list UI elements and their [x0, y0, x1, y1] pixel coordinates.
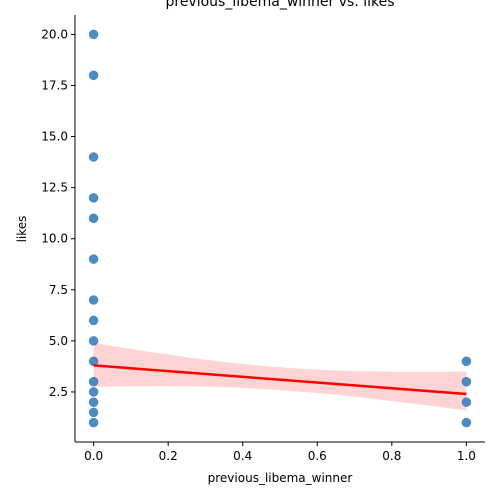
chart-title: previous_libema_winner vs. likes — [165, 0, 394, 10]
data-point — [461, 397, 472, 407]
data-point — [88, 356, 99, 367]
data-point — [88, 376, 99, 387]
data-point — [88, 295, 99, 305]
data-points-layer — [88, 29, 472, 428]
data-point — [88, 315, 99, 326]
data-point — [461, 417, 472, 428]
confidence-band — [93, 342, 467, 411]
data-point — [88, 29, 99, 40]
data-point — [88, 213, 99, 224]
data-point — [88, 387, 99, 397]
regression-line — [93, 364, 467, 396]
data-point — [88, 193, 99, 203]
y-tick-label: 7.5 — [49, 283, 68, 297]
y-tick-label: 15.0 — [41, 130, 68, 144]
ticks-layer: 0.0 0.2 0.4 0.6 0.8 1.0 2.5 5.0 7.5 10.0 12.5 15.0 1… — [41, 27, 476, 463]
data-point — [88, 70, 99, 81]
x-tick-label: 0.4 — [233, 449, 252, 463]
data-point — [461, 356, 472, 367]
x-tick-label: 0.0 — [84, 449, 103, 463]
y-axis-label: likes — [15, 216, 29, 243]
y-tick-label: 2.5 — [49, 385, 68, 399]
regression-line-layer — [93, 364, 467, 396]
data-point — [88, 336, 99, 346]
x-axis-label: previous_libema_winner — [208, 471, 353, 485]
confidence-band-layer — [93, 342, 467, 411]
y-tick-label: 10.0 — [41, 232, 68, 246]
x-tick-label: 1.0 — [457, 449, 476, 463]
axes-layer — [74, 15, 485, 443]
data-point — [88, 254, 99, 264]
data-point — [88, 407, 99, 418]
data-point — [461, 376, 472, 387]
y-tick-label: 17.5 — [41, 78, 68, 92]
data-point — [88, 397, 99, 407]
x-tick-label: 0.2 — [159, 449, 178, 463]
y-tick-label: 12.5 — [41, 181, 68, 195]
x-tick-label: 0.6 — [308, 449, 327, 463]
data-point — [88, 417, 99, 428]
x-tick-label: 0.8 — [382, 449, 401, 463]
y-tick-label: 20.0 — [41, 27, 68, 41]
data-point — [88, 152, 99, 162]
y-tick-label: 5.0 — [49, 334, 68, 348]
